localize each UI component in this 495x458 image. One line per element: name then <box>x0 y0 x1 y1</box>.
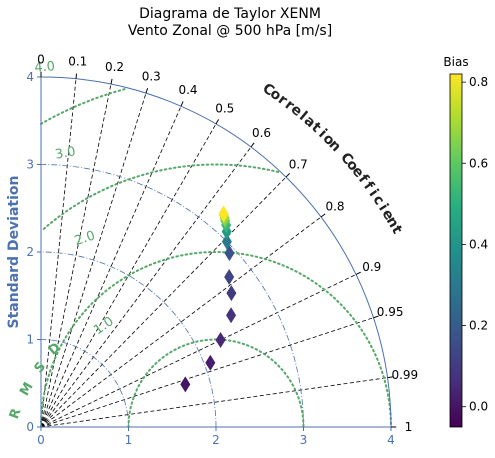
y-tick-label: 4 <box>26 70 34 84</box>
correlation-ticks: 0 0.1 0.2 0.3 0.4 0.5 0.6 0.7 0.8 0.9 0.95 0.99 1 <box>37 53 418 435</box>
correlation-tick-label: 0.4 <box>178 83 197 97</box>
colorbar-tick-label: 0.8 <box>469 75 488 89</box>
y-axis-label: Standard Deviation <box>6 175 22 328</box>
rms-contour <box>40 250 392 428</box>
data-point <box>215 332 226 349</box>
rms-contour-label: 3.0 <box>54 144 77 162</box>
y-tick-label: 0 <box>26 420 34 434</box>
colorbar-frame <box>449 73 463 428</box>
colorbar-tick-label: 0.6 <box>469 156 488 170</box>
correlation-tick <box>387 376 393 379</box>
correlation-tick-label: 0.7 <box>289 158 308 172</box>
data-point <box>224 269 235 286</box>
data-point <box>180 376 191 393</box>
chart-title-line-2: Vento Zonal @ 500 hPa [m/s] <box>128 23 332 39</box>
chart-title-line-1: Diagrama de Taylor XENM <box>139 6 321 22</box>
data-point <box>226 285 237 302</box>
rms-contour-label: 4.0 <box>34 59 56 76</box>
reference-std-arc <box>40 251 217 428</box>
colorbar-title: Bias <box>443 55 468 69</box>
rmsd-label-char: M <box>17 380 36 399</box>
correlation-tick-label: 0 <box>37 53 45 67</box>
correlation-tick <box>355 271 361 275</box>
correlation-tick-label: 0.95 <box>377 305 404 319</box>
colorbar-tick-label: 0.2 <box>469 319 488 333</box>
correlation-tick <box>373 315 379 319</box>
data-point <box>226 307 237 324</box>
correlation-tick-label: 0.5 <box>215 102 234 116</box>
colorbar-tick-label: 0.0 <box>469 400 488 414</box>
rms-contour <box>42 163 281 230</box>
correlation-tick <box>250 142 255 148</box>
data-point <box>205 354 216 371</box>
std-axes: 00 1 1 2 2 3 3 4 4 <box>26 70 394 447</box>
correlation-tick-label: 0.1 <box>68 54 87 68</box>
rms-contour <box>127 338 305 428</box>
correlation-tick-label: 0.8 <box>325 200 344 214</box>
data-point <box>221 233 232 250</box>
rmsd-label-char: R <box>7 407 25 422</box>
correlation-tick <box>285 172 291 178</box>
std-grid-arc <box>40 164 304 428</box>
x-tick-label: 2 <box>212 433 220 447</box>
data-points <box>180 205 237 393</box>
correlation-tick-label: 0.6 <box>252 126 271 140</box>
correlation-tick <box>180 101 184 107</box>
reference-arc <box>40 251 217 428</box>
rms-contour <box>40 87 127 125</box>
y-tick-label: 3 <box>26 158 34 172</box>
correlation-tick <box>110 78 113 85</box>
std-grid-arc <box>40 339 129 428</box>
outer-arc <box>40 76 392 428</box>
colorbar-ticks: 0.0 0.2 0.4 0.6 0.8 <box>462 75 488 414</box>
colorbar-tick-label: 0.4 <box>469 237 488 251</box>
correlation-tick-label: 0.9 <box>362 260 381 274</box>
correlation-tick-label: 0.3 <box>142 69 161 83</box>
x-tick-label: 1 <box>125 433 133 447</box>
correlation-tick-label: 1 <box>405 420 413 434</box>
rms-contours: 1.0 2.0 3.0 4.0 <box>34 59 392 428</box>
correlation-tick <box>215 119 220 125</box>
correlation-grid-line <box>40 176 287 428</box>
correlation-tick-label: 0.99 <box>391 368 418 382</box>
correlation-tick <box>75 73 78 79</box>
x-tick-label: 0 <box>37 433 45 447</box>
rms-contour-label: 1.0 <box>91 314 117 338</box>
x-tick-label: 3 <box>300 433 308 447</box>
colorbar: Bias 0.0 0.2 0.4 0.6 0.8 <box>443 55 488 428</box>
correlation-tick <box>145 87 149 94</box>
y-tick-label: 1 <box>26 333 34 347</box>
data-point <box>218 205 229 222</box>
correlation-tick-label: 0.2 <box>105 60 124 74</box>
colorbar-gradient <box>450 74 462 427</box>
correlation-tick <box>320 213 326 218</box>
y-tick-label: 2 <box>26 245 34 259</box>
x-tick-label: 4 <box>387 433 395 447</box>
rms-contour-label: 2.0 <box>73 228 97 249</box>
